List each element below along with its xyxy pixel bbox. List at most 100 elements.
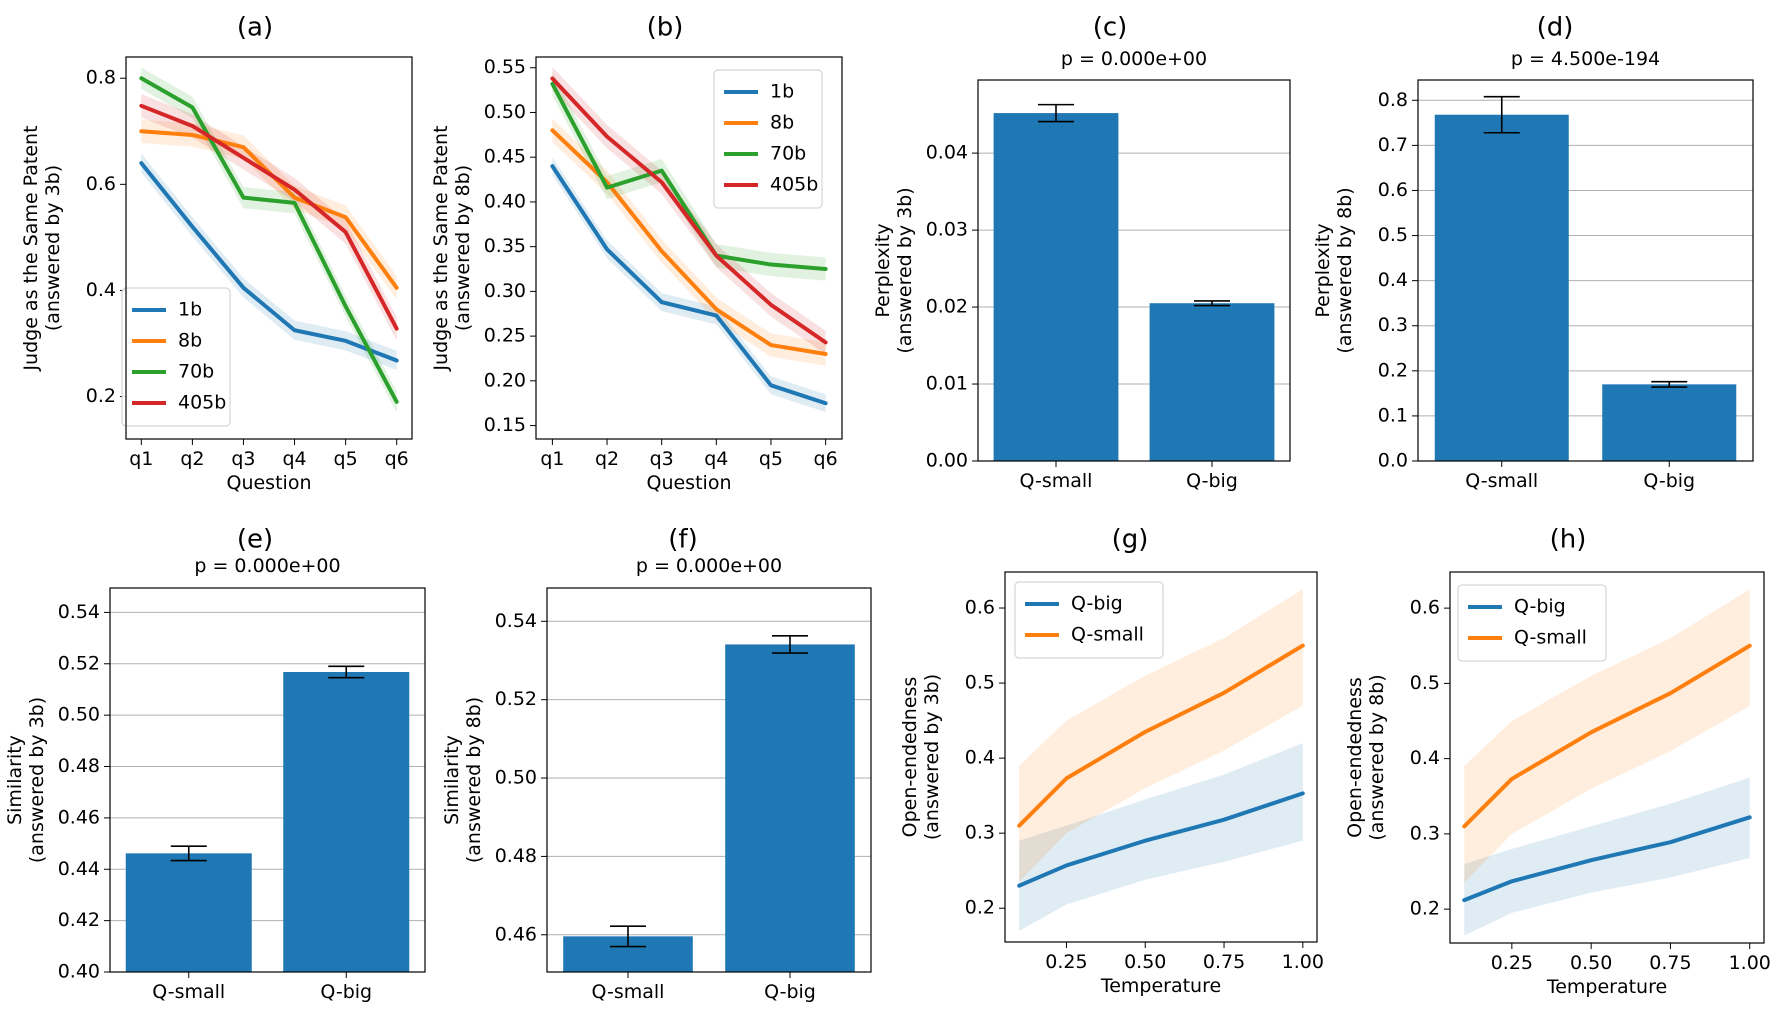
- legend-frame: [713, 69, 823, 209]
- x-tick-label: 0.50: [1124, 951, 1166, 973]
- y-tick-label: 0.48: [58, 755, 100, 777]
- y-tick-label: 0.42: [58, 909, 100, 931]
- series-band: [141, 153, 397, 371]
- x-tick-label: 0.75: [1649, 952, 1691, 974]
- chart-title: p = 0.000e+00: [636, 555, 782, 577]
- y-axis-label: Open-endedness(answered by 8b): [1344, 674, 1388, 840]
- y-axis-label: Similarity(answered by 8b): [441, 697, 485, 863]
- legend-entry: Q-small: [1514, 627, 1587, 649]
- y-axis-label: Judge as the Same Patent(answered by 3b): [20, 125, 64, 371]
- chart-title: p = 0.000e+00: [1061, 48, 1207, 70]
- x-tick-label: Q-big: [320, 981, 372, 1003]
- y-tick-label: 0.40: [484, 190, 526, 212]
- y-axis-label: Perplexity(answered by 3b): [872, 187, 916, 353]
- x-tick-label: q1: [540, 448, 564, 470]
- x-tick-label: 0.25: [1045, 951, 1087, 973]
- y-tick-label: 0.4: [1378, 269, 1408, 291]
- y-tick-label: 0.44: [58, 858, 100, 880]
- x-axis-label: Temperature: [1546, 976, 1667, 998]
- x-tick-label: Q-small: [1020, 470, 1093, 492]
- series-band: [141, 119, 397, 300]
- x-tick-label: Q-big: [1643, 470, 1695, 492]
- legend-entry: 1b: [770, 81, 794, 103]
- y-tick-label: 0.46: [58, 806, 100, 828]
- x-tick-label: q3: [231, 448, 255, 470]
- legend-entry: 70b: [770, 143, 806, 165]
- y-tick-label: 0.4: [86, 279, 116, 301]
- y-tick-label: 0.4: [965, 747, 995, 769]
- plot-frame: [535, 56, 843, 440]
- bar: [1149, 303, 1275, 461]
- series-band: [141, 94, 397, 341]
- x-tick-label: q6: [385, 448, 409, 470]
- series-band: [1019, 589, 1303, 882]
- series-line: [1017, 791, 1305, 888]
- y-tick-label: 0.30: [484, 280, 526, 302]
- panel-label: (a): [237, 13, 273, 43]
- legend-entry: 8b: [770, 112, 794, 134]
- bar: [725, 644, 855, 972]
- y-tick-label: 0.48: [495, 845, 537, 867]
- chart-panel-f: (f)p = 0.000e+00 0.46 0.48 0.50 0.52 0.54 Simi…: [441, 525, 872, 1003]
- x-tick-label: q6: [814, 448, 838, 470]
- y-tick-label: 0.6: [86, 173, 116, 195]
- y-axis-label: Open-endedness(answered by 3b): [899, 674, 943, 840]
- y-tick-label: 0.6: [1410, 597, 1440, 619]
- y-tick-label: 0.50: [484, 101, 526, 123]
- chart-panel-g: (g) 0.2 0.3 0.4 0.5 0.6 Open-endedness(answere…: [899, 525, 1324, 998]
- legend-entry: Q-small: [1071, 624, 1144, 646]
- x-tick-label: Q-small: [592, 981, 665, 1003]
- panel-label: (e): [237, 525, 273, 555]
- legend-entry: 70b: [178, 361, 214, 383]
- x-tick-label: 0.50: [1570, 952, 1612, 974]
- x-axis-label: Temperature: [1100, 975, 1221, 997]
- x-tick-label: q2: [180, 448, 204, 470]
- x-axis-label: Question: [647, 472, 732, 494]
- y-tick-label: 0.54: [58, 601, 100, 623]
- y-tick-label: 0.45: [484, 146, 526, 168]
- y-axis-label: Perplexity(answered by 8b): [1312, 187, 1356, 353]
- y-tick-label: 0.02: [926, 296, 968, 318]
- series-line: [139, 161, 399, 363]
- series-line: [1462, 815, 1752, 903]
- x-tick-label: q1: [129, 448, 153, 470]
- y-tick-label: 0.00: [926, 450, 968, 472]
- panel-label: (g): [1112, 525, 1149, 555]
- x-tick-label: q4: [704, 448, 728, 470]
- y-tick-label: 0.40: [58, 961, 100, 983]
- y-tick-label: 0.20: [484, 369, 526, 391]
- panel-label: (h): [1550, 525, 1587, 555]
- plot-frame: [109, 587, 426, 973]
- plot-frame: [1417, 79, 1754, 462]
- y-tick-label: 0.1: [1378, 404, 1408, 426]
- y-axis-label: Similarity(answered by 3b): [4, 697, 48, 863]
- y-tick-label: 0.3: [965, 822, 995, 844]
- series-line: [139, 76, 399, 404]
- y-tick-label: 0.55: [484, 56, 526, 78]
- y-tick-label: 0.15: [484, 414, 526, 436]
- chart-panel-d: (d) p = 4.500e-194 0.0 0.1 0.2 0.3 0.4 0.5 0.6 0.…: [1312, 13, 1754, 492]
- series-line: [550, 81, 828, 272]
- bar: [125, 853, 252, 972]
- x-tick-label: 1.00: [1282, 951, 1324, 973]
- chart-panel-b: (b) 0.15 0.20 0.25 0.30 0.35 0.40 0.45 0.50 0.55 J…: [430, 13, 843, 494]
- legend: Q-big Q-small: [1014, 581, 1164, 659]
- y-tick-label: 0.50: [58, 704, 100, 726]
- series-band: [552, 118, 826, 366]
- legend-frame: [121, 287, 231, 427]
- y-tick-label: 0.5: [1410, 672, 1440, 694]
- chart-title: p = 0.000e+00: [194, 555, 340, 577]
- x-tick-label: q2: [595, 448, 619, 470]
- y-tick-label: 0.8: [1378, 89, 1408, 111]
- legend: Q-big Q-small: [1457, 584, 1607, 662]
- bar: [993, 113, 1119, 461]
- legend-frame: [1014, 581, 1164, 659]
- y-axis-label: Judge as the Same Patent(answered by 8b): [430, 125, 474, 371]
- chart-title: p = 4.500e-194: [1511, 48, 1660, 70]
- chart-panel-c: (c) p = 0.000e+00 0.00 0.01 0.02 0.03 0.04 Perp…: [872, 13, 1291, 492]
- x-tick-label: q5: [759, 448, 783, 470]
- y-tick-label: 0.03: [926, 219, 968, 241]
- x-tick-label: q5: [334, 448, 358, 470]
- y-tick-label: 0.3: [1378, 314, 1408, 336]
